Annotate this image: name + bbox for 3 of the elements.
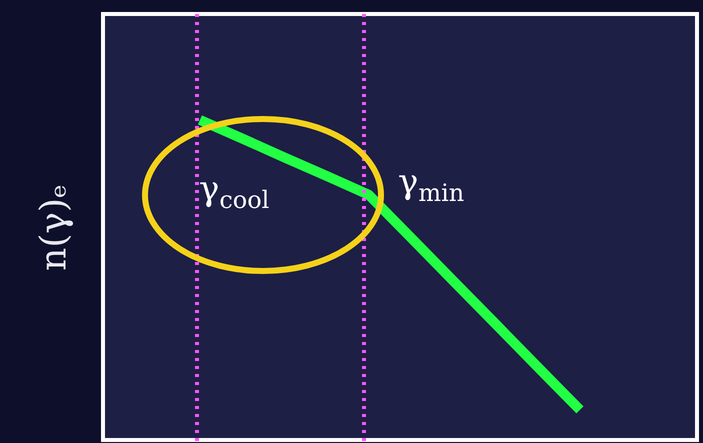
annotation: γ$_{cool}$ [199,169,270,214]
y-axis-title: n(γ)ₑ [34,184,74,271]
annotation: γ$_{min}$ [398,162,464,207]
